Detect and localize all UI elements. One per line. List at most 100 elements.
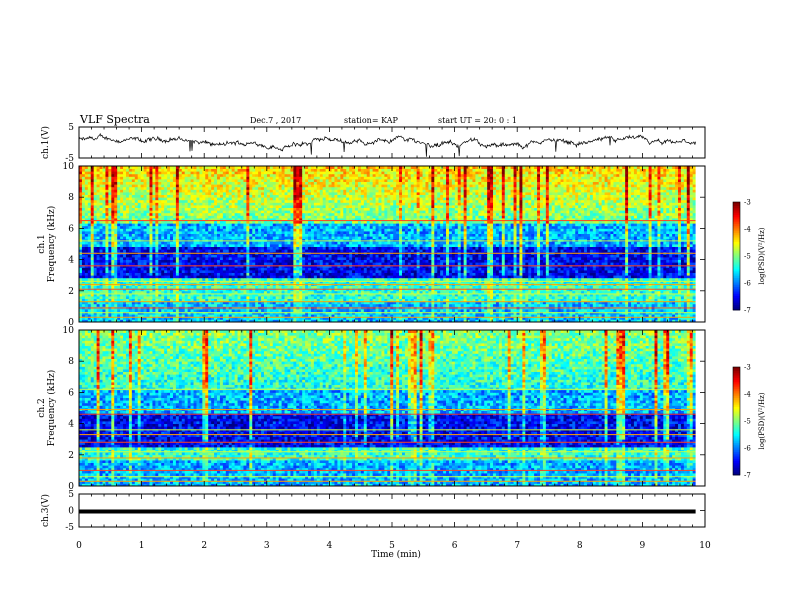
spec1-cell xyxy=(281,270,285,273)
spec1-cell xyxy=(190,298,194,302)
spec1-cell xyxy=(120,293,124,297)
spec1-cell xyxy=(672,319,676,323)
spec1-cell xyxy=(551,272,556,276)
spec1-cell xyxy=(422,275,426,279)
spec1-cell xyxy=(677,309,682,312)
spec1-cell xyxy=(516,296,520,299)
spec1-cell xyxy=(275,316,280,320)
spec1-cell xyxy=(513,298,517,302)
spec1-cell xyxy=(584,267,588,271)
spec1-cell xyxy=(651,319,655,323)
spec1-cell xyxy=(481,298,485,302)
spec1-cell xyxy=(372,262,376,266)
spec1-cell xyxy=(243,275,247,279)
spec1-cell xyxy=(425,290,429,294)
spec1-cell xyxy=(410,303,415,307)
spec1-cell xyxy=(475,298,479,302)
spec1-cell xyxy=(592,272,597,276)
spec1-cell xyxy=(554,296,559,299)
spec1-cell xyxy=(493,277,497,281)
spec1-cell xyxy=(616,303,620,307)
spec1-cell xyxy=(255,293,259,297)
spec1-cell xyxy=(595,301,600,305)
spec1-cell xyxy=(654,303,658,307)
spec1-cell xyxy=(290,270,294,273)
spec1-cell xyxy=(586,275,591,279)
spec1-cell xyxy=(319,298,324,302)
spec1-cell xyxy=(501,290,506,294)
spec1-cell xyxy=(542,290,547,294)
spec1-cell xyxy=(551,293,556,297)
spec1-cell xyxy=(472,285,476,289)
spec1-cell xyxy=(172,267,177,271)
spec1-cell xyxy=(217,298,221,302)
spec1-cell xyxy=(440,285,444,289)
spec1-cell xyxy=(539,272,544,276)
spec1-cell xyxy=(343,298,347,302)
spec1-cell xyxy=(296,314,300,318)
spec1-cell xyxy=(222,262,227,266)
spec1-cell xyxy=(155,293,159,297)
spec1-cell xyxy=(152,267,156,271)
spec1-cell xyxy=(243,298,247,302)
spec1-cell xyxy=(293,296,297,299)
spec1-cell xyxy=(372,301,376,305)
spec1-cell xyxy=(545,277,550,281)
spec1-cell xyxy=(631,296,635,299)
spec1-cell xyxy=(158,285,162,289)
spec1-cell xyxy=(131,319,136,323)
spec1-cell xyxy=(443,267,447,271)
spec1-cell xyxy=(184,262,189,266)
spec1-cell xyxy=(410,262,415,266)
spec1-cell xyxy=(666,314,670,318)
spec1-cell xyxy=(349,275,353,279)
spec1-cell xyxy=(234,285,238,289)
spec1-cell xyxy=(431,319,435,323)
spec1-cell xyxy=(316,298,321,302)
spec1-cell xyxy=(393,301,397,305)
spec1-cell xyxy=(390,285,394,289)
spec1-cell xyxy=(161,303,165,307)
spec1-cell xyxy=(434,293,438,297)
spec1-cell xyxy=(548,275,553,279)
spec1-cell xyxy=(675,303,679,307)
spec1-cell xyxy=(310,303,315,307)
spec1-cell xyxy=(196,272,200,276)
spec1-cell xyxy=(604,301,608,305)
spec1-cell xyxy=(152,303,156,307)
spec1-cell xyxy=(120,259,124,263)
spec1-cell xyxy=(631,290,635,294)
spec1-cell xyxy=(431,293,435,297)
spec1-cell xyxy=(199,277,203,281)
spec1-cell xyxy=(428,303,432,307)
spec1-cell xyxy=(616,277,620,281)
spec1-cell xyxy=(340,314,344,318)
spec1-cell xyxy=(237,301,241,305)
spec1-cell xyxy=(607,290,611,294)
spec1-cell xyxy=(422,309,426,312)
spec1-cell xyxy=(146,290,150,294)
spec1-cell xyxy=(231,293,236,297)
spec1-cell xyxy=(589,262,594,266)
spec1-cell xyxy=(190,319,194,323)
spec1-cell xyxy=(214,293,218,297)
spec1-cell xyxy=(457,303,462,307)
spec1-cell xyxy=(137,285,142,289)
spec1-cell xyxy=(416,277,421,281)
spec1-cell xyxy=(225,267,230,271)
spec1-cell xyxy=(228,277,233,281)
spec1-cell xyxy=(504,285,509,289)
spec1-cell xyxy=(636,316,641,320)
spec1-cell xyxy=(79,301,83,305)
spec1-cell xyxy=(340,301,344,305)
spec1-cell xyxy=(513,293,517,297)
spec1-cell xyxy=(79,285,83,289)
spec1-cell xyxy=(246,316,250,320)
spec1-cell xyxy=(328,285,332,289)
spec1-cell xyxy=(128,290,133,294)
spec1-cell xyxy=(125,259,130,263)
spec1-cell xyxy=(504,316,509,320)
spec1-cell xyxy=(357,285,362,289)
spec1-cell xyxy=(387,296,391,299)
spec1-cell xyxy=(202,296,206,299)
